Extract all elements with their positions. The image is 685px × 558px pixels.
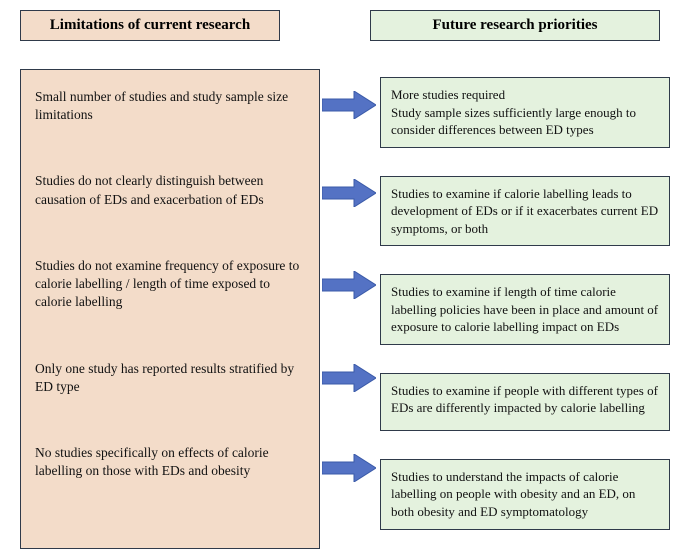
header-limitations: Limitations of current research: [20, 10, 280, 41]
limitation-item: Studies do not examine frequency of expo…: [35, 257, 305, 312]
priority-box: More studies requiredStudy sample sizes …: [380, 77, 670, 148]
limitation-item: Small number of studies and study sample…: [35, 88, 305, 124]
arrow-icon: [322, 91, 376, 119]
priority-box: Studies to examine if length of time cal…: [380, 274, 670, 345]
arrow-icon: [322, 179, 376, 207]
arrow-icon: [322, 454, 376, 482]
priority-box: Studies to examine if calorie labelling …: [380, 176, 670, 247]
limitation-item: Studies do not clearly distinguish betwe…: [35, 172, 305, 208]
arrow-icon: [322, 364, 376, 392]
limitations-column: Small number of studies and study sample…: [20, 69, 320, 549]
priority-box: Studies to understand the impacts of cal…: [380, 459, 670, 530]
header-priorities: Future research priorities: [370, 10, 660, 41]
header-row: Limitations of current research Future r…: [0, 0, 685, 41]
priority-box: Studies to examine if people with differ…: [380, 373, 670, 431]
limitation-item: Only one study has reported results stra…: [35, 360, 305, 396]
arrow-icon: [322, 271, 376, 299]
limitation-item: No studies specifically on effects of ca…: [35, 444, 305, 480]
priorities-column: More studies requiredStudy sample sizes …: [380, 77, 670, 558]
